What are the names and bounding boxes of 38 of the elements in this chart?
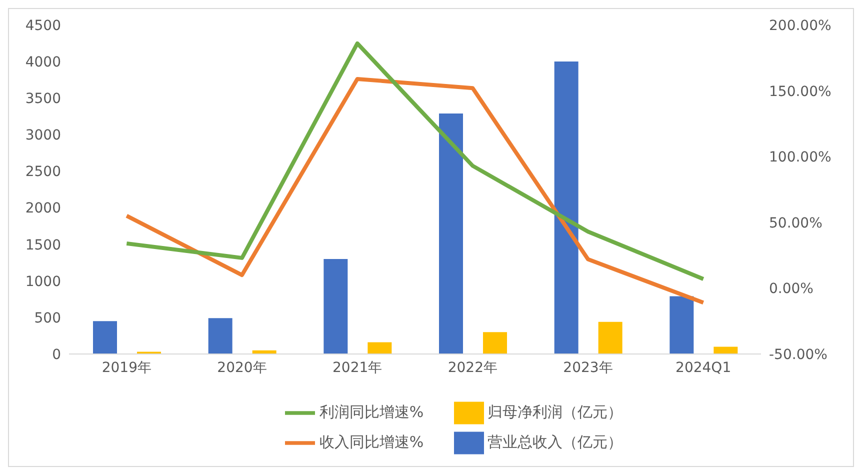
bar	[483, 332, 507, 354]
y-tick-label: 4500	[25, 18, 61, 34]
y2-tick-label: 150.00%	[769, 84, 832, 100]
y-tick-label: 3500	[25, 91, 61, 108]
bar	[93, 321, 117, 354]
legend-label: 营业总收入（亿元）	[488, 433, 623, 452]
legend-label: 利润同比增速%	[319, 403, 424, 422]
y-tick-label: 500	[34, 310, 61, 326]
line-series	[124, 76, 706, 305]
y-tick-label: 1500	[25, 237, 61, 254]
x-tick-label: 2024Q1	[676, 360, 732, 376]
x-tick-label: 2022年	[448, 360, 498, 376]
y2-tick-label: 200.00%	[769, 18, 832, 34]
legend-label: 归母净利润（亿元）	[488, 403, 623, 422]
y2-tick-label: 0.00%	[769, 281, 814, 298]
legend-label: 收入同比增速%	[319, 433, 424, 452]
line-series	[124, 41, 706, 281]
y-tick-label: 4000	[25, 54, 61, 71]
x-tick-label: 2020年	[217, 360, 267, 376]
bar	[368, 342, 392, 354]
bar	[554, 62, 578, 354]
bar	[598, 322, 622, 354]
y-tick-label: 1000	[25, 274, 61, 290]
y2-tick-label: -50.00%	[769, 346, 828, 363]
x-tick-label: 2023年	[563, 360, 613, 376]
bar	[670, 296, 694, 354]
y-tick-label: 2500	[25, 164, 61, 180]
y2-tick-label: 50.00%	[769, 215, 822, 232]
x-tick-label: 2021年	[332, 360, 382, 376]
y2-tick-label: 100.00%	[769, 150, 832, 166]
y-tick-label: 3000	[25, 128, 61, 144]
bar	[714, 346, 738, 354]
bar	[208, 318, 232, 354]
x-tick-label: 2019年	[102, 360, 152, 376]
bar	[324, 258, 348, 354]
bar	[439, 113, 463, 354]
y-tick-label: 2000	[25, 200, 61, 217]
y-tick-label: 0	[52, 346, 61, 363]
